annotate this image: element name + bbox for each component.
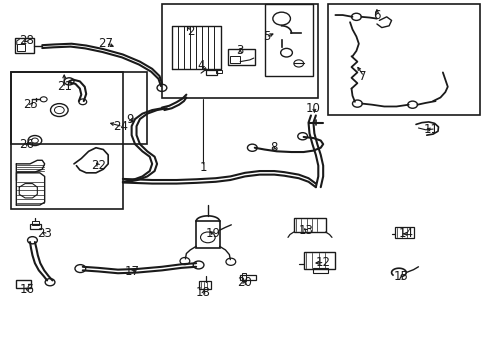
- Text: 11: 11: [423, 123, 438, 136]
- Bar: [30, 224, 41, 229]
- Text: 19: 19: [206, 227, 220, 240]
- Text: 1: 1: [200, 161, 207, 174]
- Text: 5: 5: [263, 30, 270, 43]
- Text: 12: 12: [316, 256, 331, 269]
- Text: 26: 26: [19, 138, 34, 150]
- Bar: [304, 252, 335, 269]
- Text: 21: 21: [57, 80, 72, 93]
- Bar: [206, 70, 217, 75]
- Text: 15: 15: [394, 270, 409, 283]
- Text: 28: 28: [19, 33, 34, 47]
- Bar: [228, 49, 255, 65]
- Text: 10: 10: [306, 102, 321, 115]
- Bar: [395, 227, 414, 238]
- Text: 18: 18: [196, 287, 211, 300]
- Text: 24: 24: [113, 120, 128, 133]
- Text: 23: 23: [37, 227, 52, 240]
- Text: 7: 7: [359, 69, 366, 82]
- Bar: [230, 56, 240, 63]
- Text: 2: 2: [188, 25, 195, 38]
- Text: 13: 13: [298, 224, 314, 237]
- Bar: [16, 280, 31, 288]
- Bar: [199, 282, 211, 289]
- Bar: [32, 221, 39, 225]
- Bar: [328, 4, 480, 116]
- Bar: [240, 275, 256, 280]
- Bar: [216, 69, 221, 73]
- Bar: [11, 72, 147, 144]
- Bar: [17, 44, 24, 51]
- Text: 4: 4: [197, 59, 205, 72]
- Text: 9: 9: [126, 113, 134, 126]
- Text: 25: 25: [24, 98, 38, 111]
- Text: 3: 3: [237, 44, 244, 57]
- Bar: [265, 4, 314, 76]
- Bar: [162, 4, 318, 98]
- Bar: [15, 39, 34, 53]
- Text: 22: 22: [91, 159, 106, 172]
- Text: 27: 27: [98, 37, 113, 50]
- Bar: [294, 218, 326, 232]
- Bar: [314, 268, 328, 273]
- Text: 17: 17: [125, 265, 140, 278]
- Text: 16: 16: [20, 283, 35, 296]
- Bar: [242, 273, 246, 281]
- Bar: [11, 72, 123, 209]
- Text: 6: 6: [373, 9, 381, 22]
- Bar: [196, 221, 220, 248]
- Text: 8: 8: [270, 141, 278, 154]
- Text: 20: 20: [238, 276, 252, 289]
- Text: 14: 14: [399, 227, 414, 240]
